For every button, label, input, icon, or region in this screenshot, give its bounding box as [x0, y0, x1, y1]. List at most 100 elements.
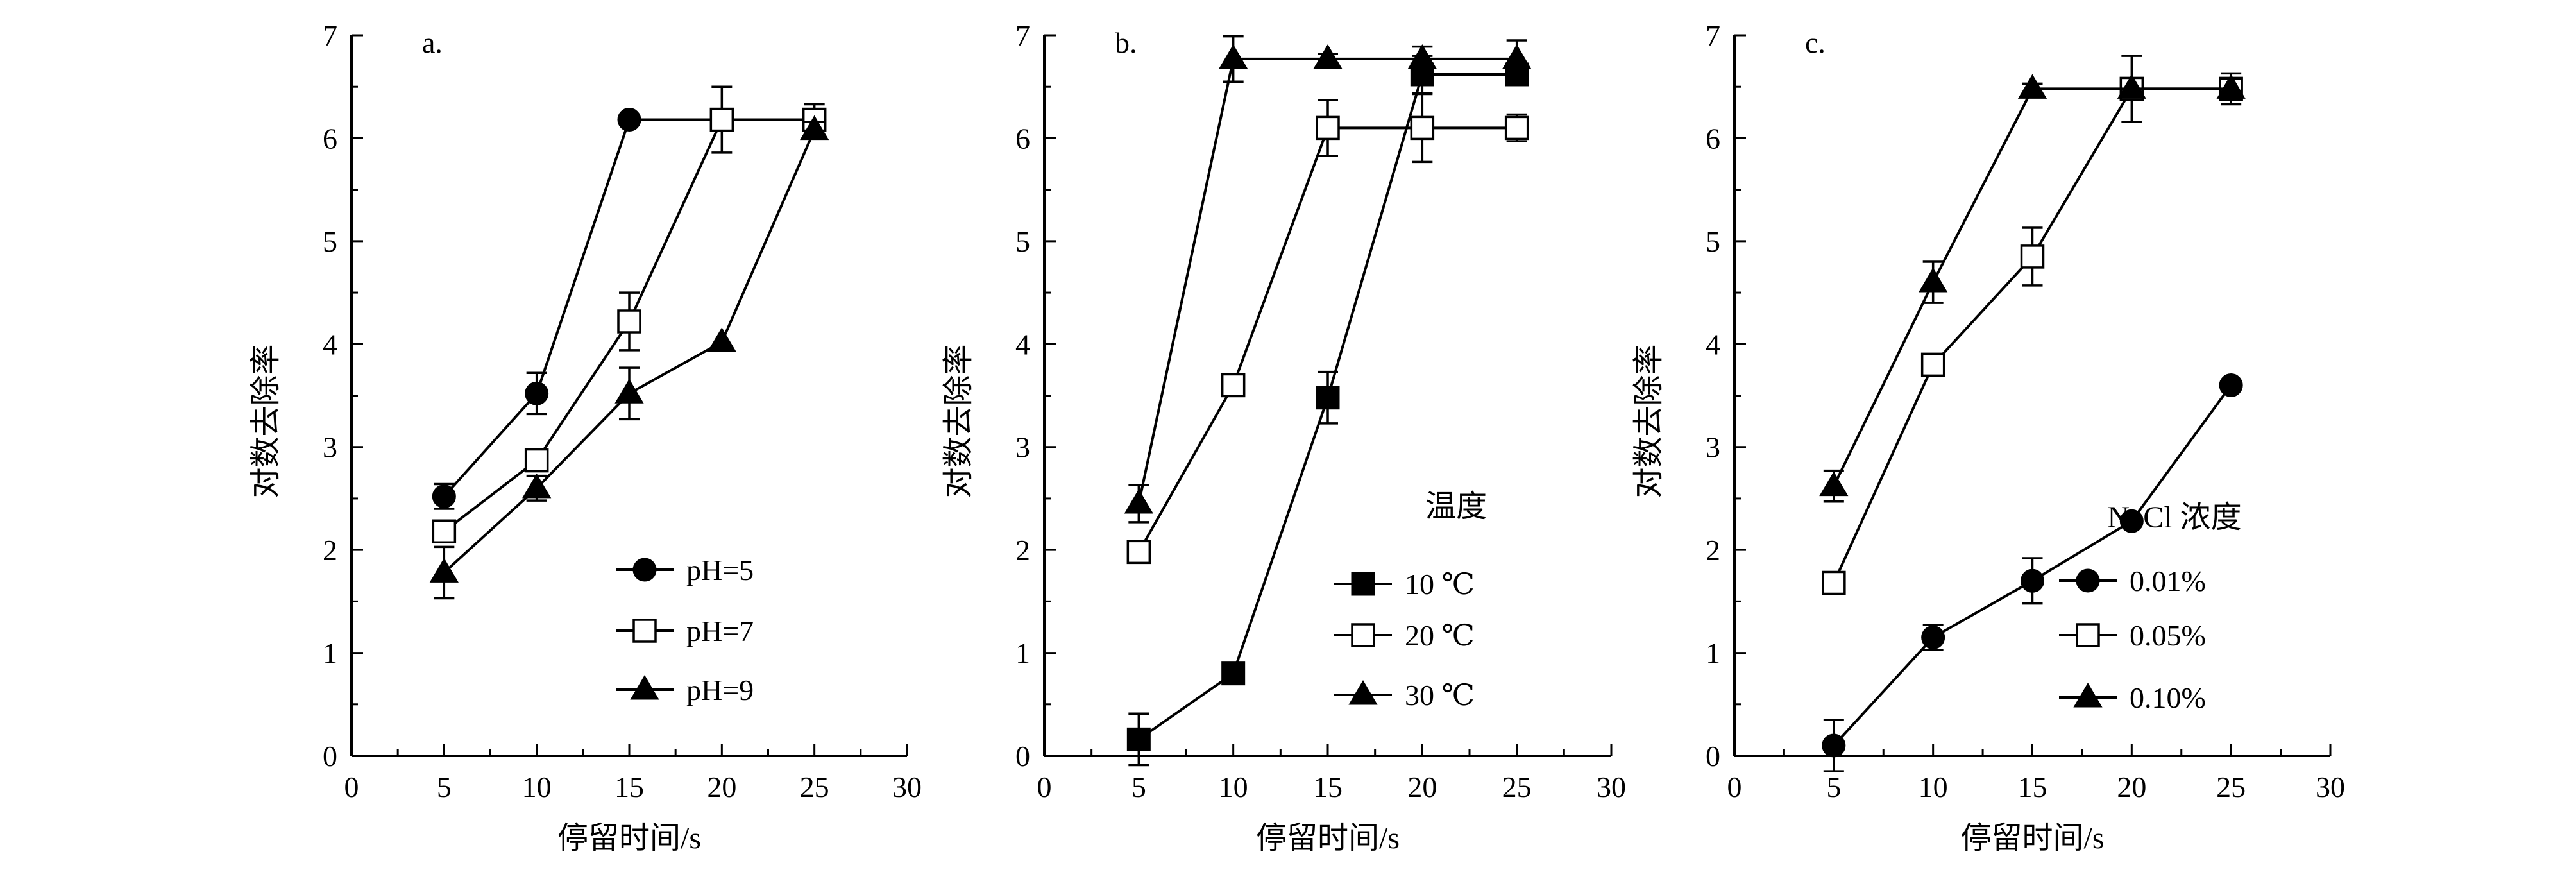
y-tick-label: 1 [1706, 637, 1720, 670]
x-tick-label: 15 [2018, 771, 2047, 803]
data-point [2216, 74, 2246, 99]
data-point [1221, 373, 1246, 398]
legend-label: 10 ℃ [1405, 568, 1475, 601]
data-point [1316, 386, 1340, 410]
x-tick-label: 25 [800, 771, 829, 803]
data-point [1504, 115, 1529, 141]
data-point [1410, 115, 1435, 141]
legend-label: 30 ℃ [1405, 679, 1475, 712]
series-1 [1822, 373, 2243, 772]
y-tick-label: 4 [1015, 328, 1030, 361]
data-point [1316, 115, 1340, 141]
y-tick-label: 3 [1015, 431, 1030, 464]
y-tick-label: 7 [1015, 19, 1030, 52]
data-point [1822, 733, 1846, 758]
y-tick-label: 0 [1706, 740, 1720, 772]
x-tick-label: 0 [344, 771, 359, 803]
legend-marker [632, 619, 657, 643]
legend: pH=5 pH=7 pH=9 [616, 554, 754, 706]
data-point [614, 379, 644, 404]
data-point [1219, 44, 1248, 69]
y-tick-label: 4 [323, 328, 337, 361]
y-tick-label: 3 [323, 431, 337, 464]
y-tick-label: 4 [1706, 328, 1720, 361]
y-tick-label: 0 [323, 740, 337, 772]
y-tick-label: 5 [1015, 225, 1030, 258]
legend-label: 0.01% [2130, 565, 2206, 597]
legend-marker [630, 675, 659, 700]
y-tick-label: 3 [1706, 431, 1720, 464]
data-point [432, 519, 457, 544]
y-tick-label: 5 [323, 225, 337, 258]
y-tick-label: 0 [1015, 740, 1030, 772]
x-tick-label: 5 [1826, 771, 1841, 803]
data-point [1822, 570, 1846, 595]
data-point [432, 484, 456, 509]
data-point [524, 448, 549, 473]
data-point [1919, 268, 1948, 293]
y-tick-label: 6 [1706, 122, 1720, 155]
data-point [2117, 74, 2146, 99]
legend-marker [2076, 568, 2100, 593]
legend-marker [1351, 623, 1375, 647]
data-point [1126, 540, 1151, 565]
legend-label: pH=9 [686, 674, 754, 706]
x-tick-label: 0 [1037, 771, 1052, 803]
panel-label: b. [1115, 26, 1137, 59]
y-tick-label: 6 [323, 122, 337, 155]
data-point [2119, 509, 2144, 533]
y-tick-label: 1 [1015, 637, 1030, 670]
data-point [2021, 568, 2044, 593]
x-tick-label: 0 [1727, 771, 1742, 803]
y-tick-label: 1 [323, 637, 337, 670]
legend-marker [1348, 680, 1378, 705]
data-point [1126, 727, 1151, 751]
series-1 [1126, 55, 1529, 767]
x-tick-label: 10 [1919, 771, 1948, 803]
data-point [1124, 488, 1153, 514]
y-tick-label: 2 [323, 534, 337, 567]
data-point [1920, 352, 1945, 377]
panel-label: a. [422, 26, 443, 59]
x-tick-label: 20 [1407, 771, 1437, 803]
data-point [525, 381, 549, 405]
x-axis-title: 停留时间/s [1960, 821, 2104, 855]
data-point [1221, 661, 1246, 686]
x-tick-label: 10 [522, 771, 552, 803]
data-point [1921, 626, 1945, 650]
data-point [2017, 74, 2047, 99]
x-axis-title: 停留时间/s [557, 821, 701, 855]
data-point [617, 108, 641, 132]
x-tick-label: 15 [614, 771, 644, 803]
data-point [1819, 471, 1849, 497]
chart-panel-b: 0 5 10 15 20 25 30 0 1 2 3 4 5 6 7 停留时间/s 对数去除率 b. 温度 10 ℃ 2… [942, 19, 1626, 855]
data-point [1502, 44, 1532, 69]
data-point [2020, 244, 2045, 269]
data-point [522, 473, 552, 499]
legend-label: 0.05% [2130, 619, 2206, 652]
x-tick-label: 25 [1502, 771, 1532, 803]
legend: 温度 10 ℃ 20 ℃ 30 ℃ [1334, 490, 1487, 712]
y-tick-label: 5 [1706, 225, 1720, 258]
y-tick-label: 7 [323, 19, 337, 52]
x-tick-label: 30 [892, 771, 922, 803]
x-tick-label: 10 [1219, 771, 1248, 803]
data-point [707, 327, 736, 352]
y-axis-title: 对数去除率 [942, 344, 976, 498]
legend-label: pH=7 [686, 615, 754, 647]
series-3 [429, 115, 829, 600]
legend-marker [2073, 683, 2103, 708]
series-line [1833, 87, 2232, 487]
x-tick-label: 15 [1313, 771, 1343, 803]
legend-title: NaCl 浓度 [2107, 500, 2241, 534]
x-tick-label: 30 [2316, 771, 2345, 803]
legend-marker [2076, 623, 2100, 647]
legend-marker [632, 558, 657, 582]
data-point [1407, 44, 1437, 69]
legend-title: 温度 [1425, 490, 1487, 524]
legend-label: 20 ℃ [1405, 619, 1475, 652]
legend: NaCl 浓度 0.01% 0.05% 0.10% [2059, 500, 2242, 714]
chart-panel-c: 0 5 10 15 20 25 30 0 1 2 3 4 5 6 7 停留时间/s 对数去除率 c. NaCl 浓度… [1632, 19, 2345, 855]
x-tick-label: 20 [2117, 771, 2146, 803]
